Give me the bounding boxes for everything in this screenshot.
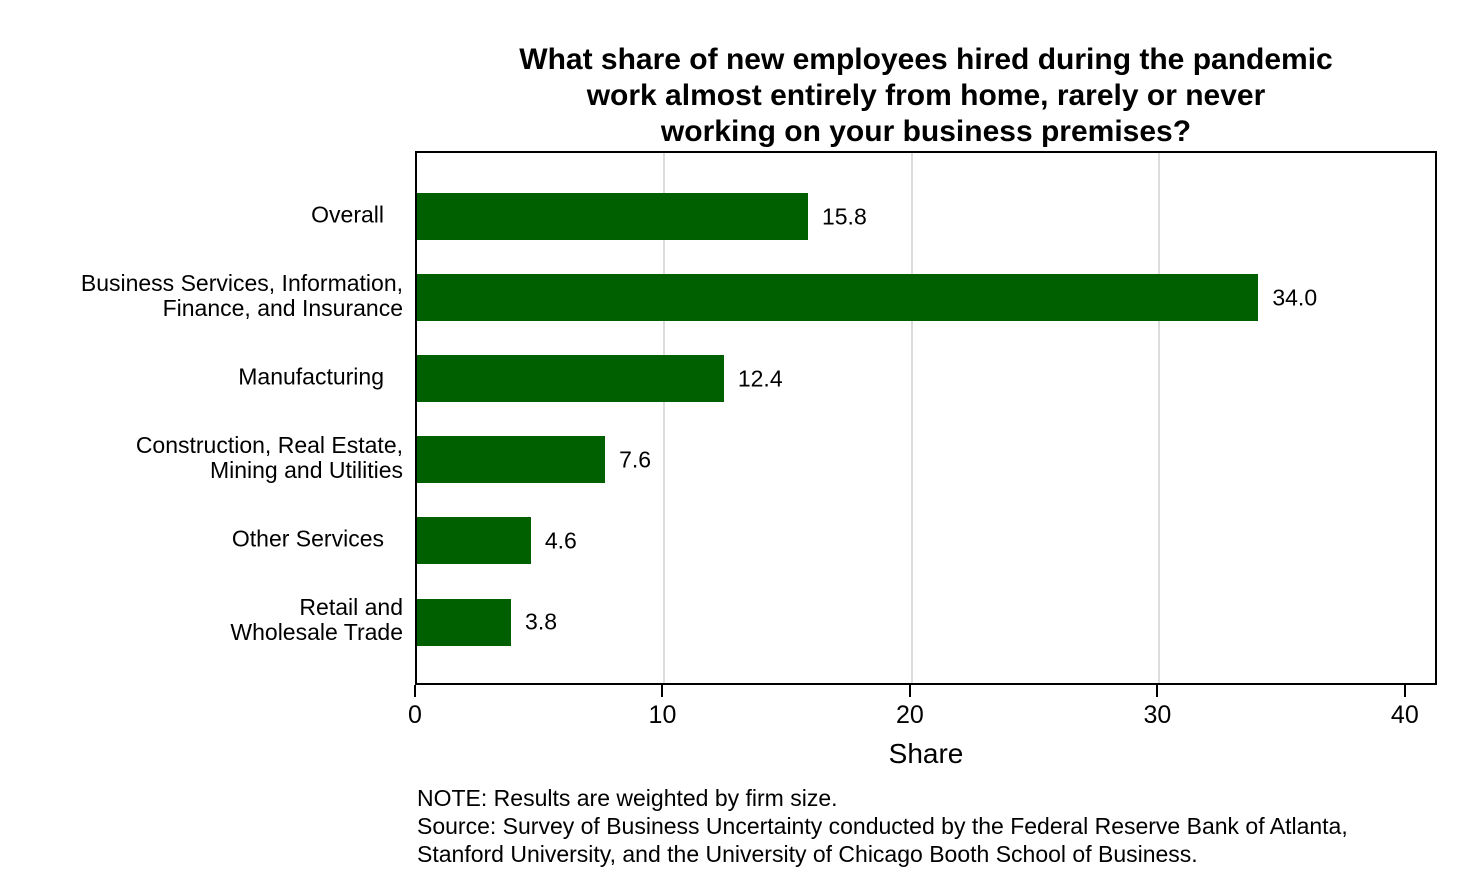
category-label: Construction, Real Estate, Mining and Ut… xyxy=(135,431,403,483)
bar xyxy=(417,598,512,646)
bar-value-label: 34.0 xyxy=(1272,284,1318,311)
bar-value-label: 3.8 xyxy=(525,608,558,635)
x-tick-label: 0 xyxy=(408,701,422,729)
x-tick-label: 40 xyxy=(1390,701,1419,729)
plot-area: 15.8 34.0 12.4 7.6 4.6 3.8 xyxy=(415,151,1437,685)
x-axis-title: Share xyxy=(888,738,964,769)
note-line: NOTE: Results are weighted by firm size. xyxy=(417,785,838,811)
x-tick-label: 20 xyxy=(896,701,924,729)
category-label: Overall xyxy=(311,201,384,227)
category-label: Retail and Wholesale Trade xyxy=(230,594,403,645)
x-tick-label: 10 xyxy=(648,701,677,729)
x-tick-label: 30 xyxy=(1143,701,1172,729)
x-axis: 0 10 20 30 40 xyxy=(408,685,1437,735)
category-label: Manufacturing xyxy=(238,363,384,390)
x-tick xyxy=(1403,685,1406,697)
chart-notes: NOTE: Results are weighted by firm size.… xyxy=(417,784,1477,868)
chart-title: What share of new employees hired during… xyxy=(519,43,1333,148)
bar xyxy=(417,517,531,565)
bar xyxy=(417,193,808,240)
category-axis-labels: Overall Business Services, Information, F… xyxy=(0,151,415,685)
gridline xyxy=(910,153,913,683)
bar-value-label: 7.6 xyxy=(619,446,652,473)
bar xyxy=(417,436,606,484)
bar xyxy=(417,274,1259,322)
category-label: Other Services xyxy=(231,525,384,552)
bar xyxy=(417,355,724,403)
x-tick xyxy=(1156,685,1159,697)
x-tick xyxy=(414,685,416,697)
bar-value-label: 15.8 xyxy=(821,203,867,229)
note-line: Stanford University, and the University … xyxy=(417,841,1198,867)
x-tick xyxy=(908,685,911,697)
bar-value-label: 12.4 xyxy=(737,365,783,392)
gridline xyxy=(1158,153,1161,683)
category-label: Business Services, Information, Finance,… xyxy=(80,269,403,321)
note-line: Source: Survey of Business Uncertainty c… xyxy=(417,813,1348,839)
x-tick xyxy=(661,685,664,697)
bar-value-label: 4.6 xyxy=(544,527,577,554)
gridline xyxy=(663,153,666,683)
